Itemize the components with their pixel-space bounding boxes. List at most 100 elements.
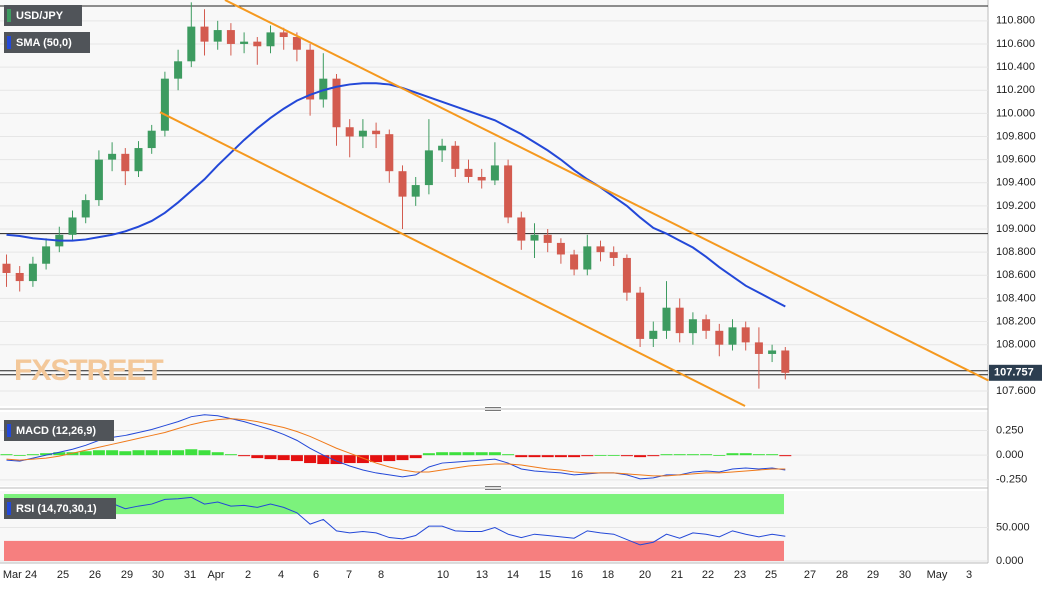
y-tick-label: 108.600 (996, 269, 1036, 281)
macd-histogram-bar (317, 455, 330, 465)
overbought-band (4, 494, 784, 515)
rsi-tag[interactable] (4, 498, 116, 519)
x-tick-label: May (927, 569, 948, 581)
candle-body (292, 37, 301, 50)
candle-body (358, 130, 367, 137)
candle-body (147, 130, 156, 149)
candle-body (94, 159, 103, 201)
x-tick-label: 31 (184, 569, 196, 581)
candle-body (398, 171, 407, 197)
macd-histogram-bar (515, 455, 528, 458)
candle-body (345, 127, 354, 137)
macd-histogram-bar (779, 455, 792, 457)
candle-body (226, 30, 235, 44)
resize-handle[interactable] (485, 486, 501, 490)
candle-body (424, 150, 433, 186)
candle-body (385, 134, 394, 172)
candle-body (662, 307, 671, 331)
macd-histogram-bar (422, 453, 435, 456)
candle-body (596, 246, 605, 253)
macd-histogram-bar (449, 452, 462, 456)
x-tick-label: 26 (89, 569, 101, 581)
macd-histogram-bar (409, 455, 422, 459)
rsi-line (6, 496, 786, 546)
x-tick-label: 27 (804, 569, 816, 581)
macd-histogram-bar (713, 455, 726, 456)
candle-body (372, 130, 381, 135)
y-tick-label: 0.250 (996, 424, 1024, 436)
x-tick-label: 7 (346, 569, 352, 581)
candle-body (570, 254, 579, 270)
macd-histogram-bar (541, 455, 554, 458)
x-tick-label: 10 (437, 569, 449, 581)
macd-histogram-bar (462, 452, 475, 456)
macd-histogram-bar (119, 451, 132, 456)
candle-body (530, 234, 539, 241)
candle-body (438, 145, 447, 151)
symbol-tag[interactable] (4, 5, 82, 26)
x-tick-label: 4 (278, 569, 284, 581)
x-tick-label: 18 (602, 569, 614, 581)
resize-handle[interactable] (485, 407, 501, 411)
candle-body (517, 217, 526, 241)
y-tick-label: 109.800 (996, 130, 1036, 142)
x-tick-label: 8 (378, 569, 384, 581)
x-tick-label: Mar 24 (3, 569, 37, 581)
candle-body (411, 185, 420, 197)
candle-body (688, 319, 697, 334)
indicator-tag[interactable] (4, 32, 90, 53)
macd-histogram-bar (528, 455, 541, 458)
macd-histogram-bar (145, 450, 158, 456)
candle-body (200, 26, 209, 42)
candle-body (253, 41, 262, 47)
macd-pane (0, 412, 988, 486)
macd-histogram-bar (568, 455, 581, 458)
candle-body (504, 165, 513, 218)
trend-line (224, 0, 990, 382)
macd-histogram-bar (634, 455, 647, 458)
candle-body (279, 32, 288, 38)
macd-line (6, 414, 786, 480)
macd-tag[interactable] (4, 420, 114, 441)
candle-body (332, 78, 341, 128)
y-tick-label: 109.200 (996, 200, 1036, 212)
x-tick-label: 25 (765, 569, 777, 581)
macd-histogram-bar (238, 455, 251, 457)
y-tick-label: 109.600 (996, 154, 1036, 166)
candle-body (609, 252, 618, 258)
watermark: FXSTREET (14, 354, 163, 387)
candle-body (715, 330, 724, 345)
macd-histogram-bar (277, 455, 290, 461)
candle-body (781, 350, 790, 373)
candle-body (68, 217, 77, 235)
candle-body (702, 319, 711, 331)
macd-histogram-bar (106, 450, 119, 456)
macd-histogram-bar (330, 455, 343, 465)
x-tick-label: 16 (571, 569, 583, 581)
macd-histogram-bar (158, 450, 171, 456)
x-tick-label: 15 (539, 569, 551, 581)
macd-histogram-bar (647, 455, 660, 457)
symbol-label: USD/JPY (16, 10, 64, 22)
macd-histogram-bar (304, 455, 317, 464)
candle-body (768, 350, 777, 354)
x-tick-label: 29 (121, 569, 133, 581)
candle-body (240, 41, 249, 44)
macd-histogram-bar (356, 455, 369, 464)
macd-histogram-bar (686, 454, 699, 456)
macd-histogram-bar (92, 450, 105, 456)
candle-body (174, 61, 183, 79)
macd-histogram-bar (752, 454, 765, 456)
macd-histogram-bar (766, 454, 779, 456)
signal-line (6, 418, 786, 477)
x-tick-label: 25 (57, 569, 69, 581)
x-tick-label: 20 (639, 569, 651, 581)
candle-body (15, 272, 24, 282)
macd-histogram-bar (53, 452, 66, 456)
y-tick-label: 108.800 (996, 246, 1036, 258)
x-tick-label: 2 (245, 569, 251, 581)
candle-body (2, 263, 11, 273)
symbol-swatch (7, 9, 11, 22)
y-tick-label: 110.800 (996, 15, 1035, 27)
